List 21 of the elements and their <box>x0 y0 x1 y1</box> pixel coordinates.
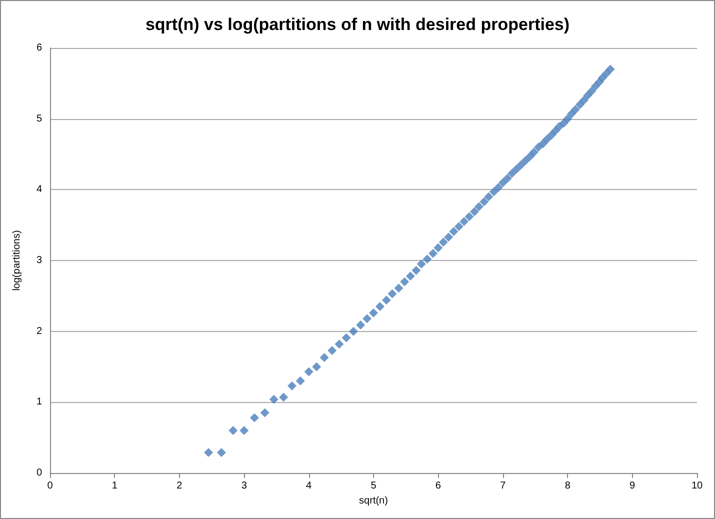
y-tick-label: 0 <box>36 468 42 478</box>
y-tick-label: 5 <box>36 113 42 124</box>
x-tick-label: 1 <box>112 480 118 492</box>
y-tick-label: 2 <box>36 326 42 337</box>
x-tick-label: 6 <box>435 480 442 492</box>
x-tick-label: 3 <box>241 480 248 492</box>
y-tick-label: 3 <box>36 255 42 266</box>
x-tick-label: 7 <box>500 480 506 492</box>
x-tick-label: 0 <box>47 480 54 492</box>
chart-title: sqrt(n) vs log(partitions of n with desired properties) <box>145 15 570 34</box>
x-tick-label: 2 <box>176 480 183 492</box>
x-axis-title: sqrt(n) <box>359 495 388 506</box>
y-axis-title: log(partitions) <box>12 230 22 291</box>
x-tick-label: 5 <box>370 480 377 492</box>
x-tick-label: 8 <box>564 480 571 492</box>
y-tick-label: 4 <box>36 184 42 196</box>
y-tick-label: 6 <box>36 42 42 54</box>
x-tick-label: 10 <box>691 480 703 492</box>
y-tick-label: 1 <box>36 396 42 408</box>
x-tick-label: 4 <box>306 480 312 492</box>
x-tick-label: 9 <box>630 480 636 492</box>
